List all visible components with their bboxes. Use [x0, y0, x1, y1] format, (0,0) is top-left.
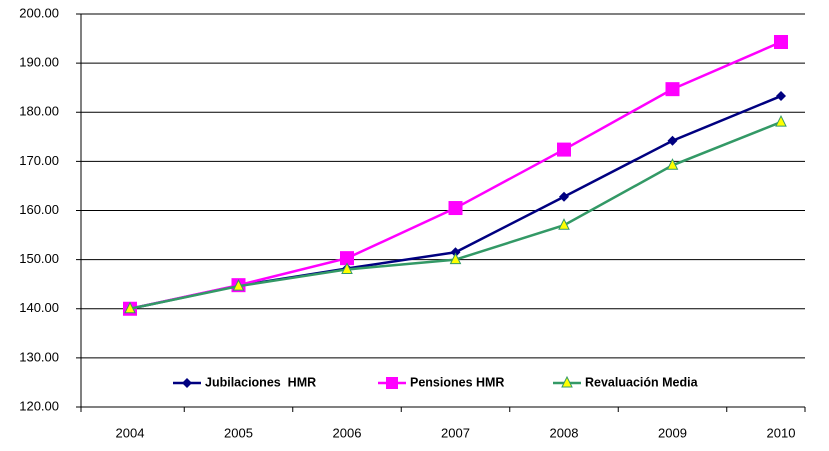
y-tick-label: 120.00	[19, 398, 59, 413]
marker	[340, 251, 354, 266]
marker	[665, 82, 680, 97]
marker	[557, 142, 571, 157]
legend-marker	[386, 377, 398, 389]
marker	[124, 301, 136, 314]
legend-marker	[561, 375, 573, 388]
x-tick-label: 2008	[550, 425, 579, 440]
marker	[448, 201, 463, 216]
marker	[558, 218, 570, 230]
marker	[449, 252, 462, 265]
legend-label: Pensiones HMR	[410, 375, 504, 389]
x-tick-label: 2005	[224, 425, 253, 440]
legend-label: Revaluación Media	[585, 375, 699, 389]
marker	[666, 158, 679, 170]
x-tick-label: 2007	[441, 425, 470, 440]
y-tick-label: 160.00	[19, 202, 59, 217]
marker	[450, 247, 461, 258]
x-tick-label: 2010	[767, 425, 796, 440]
y-tick-label: 180.00	[19, 104, 59, 119]
x-tick-label: 2006	[333, 425, 362, 440]
marker	[559, 191, 569, 202]
legend: Jubilaciones HMR Pensiones HMR Revaluación…	[173, 375, 699, 389]
y-tick-label: 170.00	[19, 153, 59, 168]
y-tick-label: 140.00	[19, 300, 59, 315]
marker	[232, 279, 245, 291]
marker	[776, 91, 786, 102]
legend-label: Jubilaciones HMR	[205, 375, 316, 389]
y-tick-label: 190.00	[19, 55, 59, 70]
x-tick-label: 2009	[658, 425, 687, 440]
marker	[775, 114, 787, 127]
marker	[341, 262, 353, 274]
y-tick-label: 200.00	[19, 5, 59, 20]
y-tick-label: 150.00	[19, 251, 59, 266]
legend-marker	[182, 378, 192, 388]
marker	[667, 135, 678, 146]
marker	[774, 35, 788, 50]
y-tick-label: 130.00	[19, 349, 59, 364]
x-tick-label: 2004	[116, 425, 145, 440]
